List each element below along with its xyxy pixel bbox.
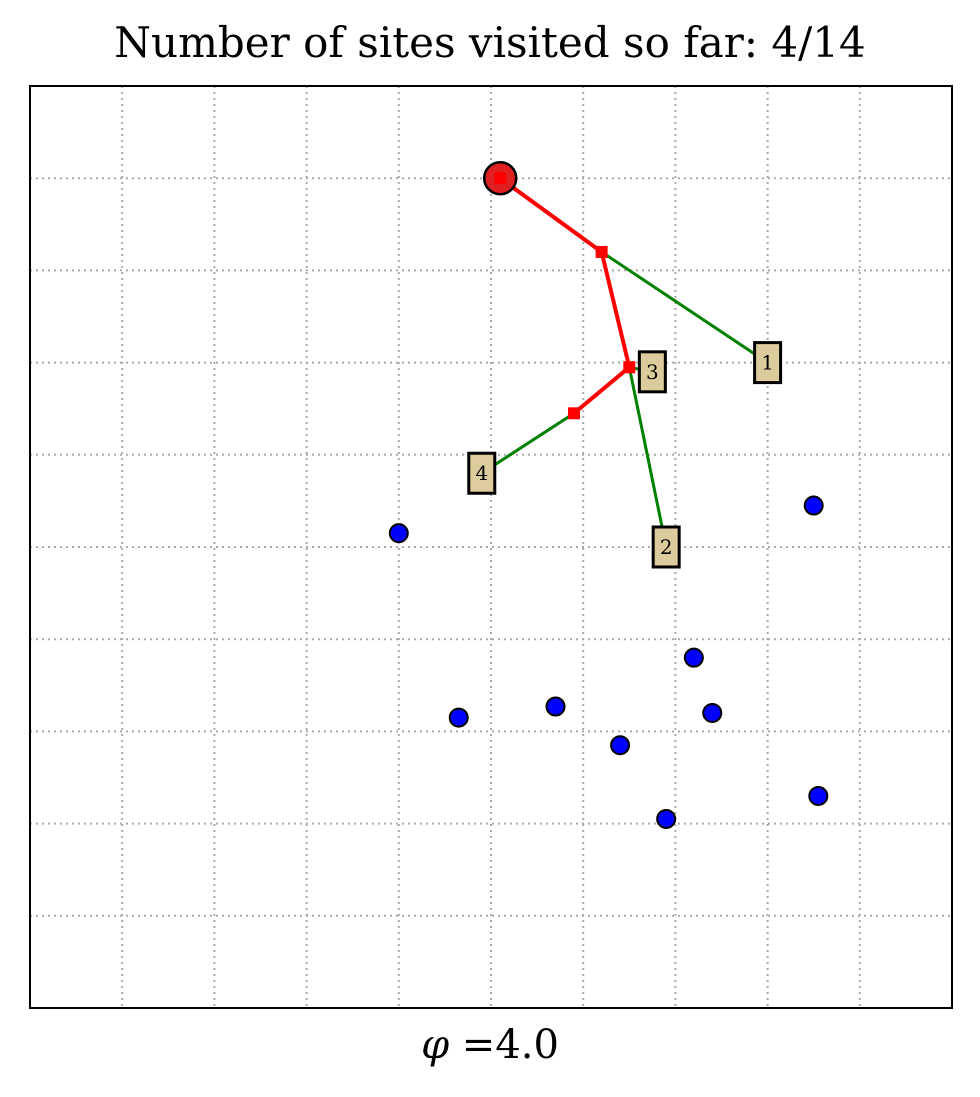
phi-value: =4.0 xyxy=(449,1022,559,1068)
unvisited-site-point xyxy=(656,808,677,829)
visited-path-line xyxy=(499,176,632,415)
x-axis-label: φ =4.0 xyxy=(0,1022,980,1068)
visited-site-label: 4 xyxy=(475,461,488,485)
unvisited-site-point xyxy=(683,647,704,668)
unvisited-site-point xyxy=(808,785,829,806)
visited-site-box xyxy=(467,451,497,495)
unvisited-site-point xyxy=(702,702,723,723)
unvisited-site-point xyxy=(448,707,469,728)
unvisited-site-point xyxy=(610,735,631,756)
unvisited-site-point xyxy=(388,523,409,544)
visited-site-label: 1 xyxy=(761,351,774,375)
path-node xyxy=(494,172,507,185)
visited-site-box xyxy=(651,525,681,569)
path-node xyxy=(595,245,608,258)
phi-symbol: φ xyxy=(421,1022,450,1068)
visited-site-box xyxy=(753,341,783,385)
visited-site-box xyxy=(637,350,667,394)
site-connector-line xyxy=(480,412,575,475)
unvisited-site-point xyxy=(545,696,566,717)
visited-site-label: 2 xyxy=(660,535,673,559)
site-connector-line xyxy=(600,250,769,364)
path-node xyxy=(567,407,580,420)
chart-title: Number of sites visited so far: 4/14 xyxy=(114,18,866,67)
unvisited-site-point xyxy=(803,495,824,516)
site-connector-line xyxy=(627,366,668,548)
plot-frame xyxy=(29,85,953,1009)
visited-site-label: 3 xyxy=(646,360,659,384)
path-node xyxy=(623,361,636,374)
